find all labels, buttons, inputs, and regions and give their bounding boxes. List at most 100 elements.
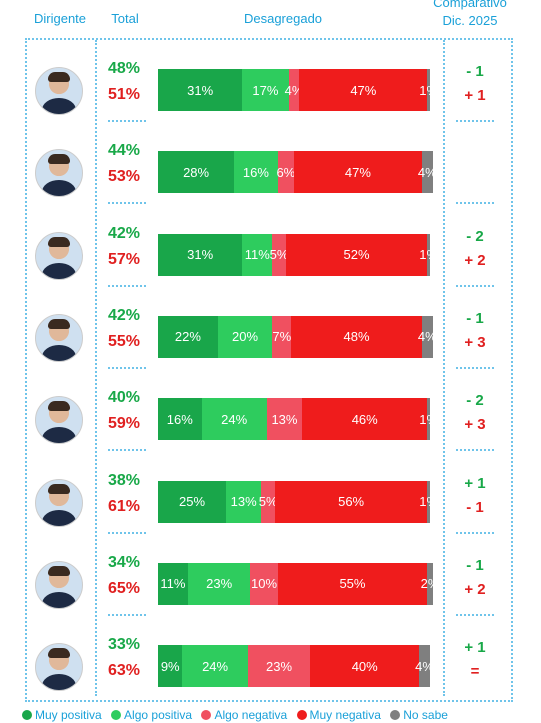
avatar-hair bbox=[48, 72, 70, 82]
bar-segment-algo-negativa: 23% bbox=[247, 645, 311, 688]
avatar-body bbox=[42, 427, 76, 444]
legend-label-no-sabe: No sabe bbox=[403, 708, 448, 722]
total-positive-7: 34% bbox=[108, 553, 141, 571]
data-label: 47% bbox=[344, 164, 371, 180]
data-label: 56% bbox=[338, 494, 365, 509]
legend-item-algo-positiva: Algo positiva bbox=[111, 708, 192, 722]
bar-segment-muy-negativa: 47% bbox=[294, 151, 422, 194]
data-label: 10% bbox=[251, 576, 278, 592]
data-label: 40% bbox=[351, 658, 378, 674]
data-label: 16% bbox=[242, 164, 269, 180]
total-positive-3: 42% bbox=[108, 224, 141, 242]
data-label: 11% bbox=[244, 247, 270, 263]
data-label: 7% bbox=[272, 329, 292, 345]
divider-left bbox=[95, 40, 97, 696]
row-separator bbox=[108, 202, 146, 205]
bar-segment-muy-positiva: 11% bbox=[158, 562, 188, 605]
bar-segment-algo-positiva: 23% bbox=[187, 562, 251, 605]
avatar-hair bbox=[48, 483, 70, 494]
data-label: 17% bbox=[252, 82, 279, 98]
bar-segment-algo-negativa: 13% bbox=[266, 398, 303, 441]
header-dirigente: Dirigente bbox=[33, 11, 87, 26]
avatar-hair bbox=[48, 648, 70, 659]
bar-segment-muy-positiva: 25% bbox=[158, 480, 226, 523]
stacked-bar-7: 11% 23% 10% 55% 2% bbox=[158, 562, 439, 605]
avatar-body bbox=[42, 674, 76, 691]
legend-item-muy-positiva: Muy positiva bbox=[22, 708, 102, 722]
comparativo-positive-1: - 1 bbox=[466, 63, 484, 80]
avatar-body bbox=[42, 591, 76, 608]
legend-item-muy-negativa: Muy negativa bbox=[296, 708, 381, 722]
total-negative-7: 65% bbox=[108, 579, 141, 597]
bar-segment-muy-negativa: 55% bbox=[277, 562, 428, 605]
bar-segment-algo-negativa: 6% bbox=[276, 151, 295, 194]
bar-segment-muy-negativa: 48% bbox=[291, 315, 422, 358]
avatar-8 bbox=[35, 643, 83, 692]
chart-legend: Muy positiva Algo positiva Algo negativa… bbox=[22, 708, 454, 723]
bar-segment-algo-positiva: 20% bbox=[217, 315, 273, 358]
bar-segment-muy-negativa: 46% bbox=[302, 398, 428, 441]
comparativo-positive-4: - 1 bbox=[466, 309, 484, 327]
stacked-bar-3: 31% 11% 5% 52% 1% bbox=[158, 233, 438, 276]
comparativo-separator bbox=[456, 449, 494, 452]
avatar-hair bbox=[48, 565, 70, 576]
legend-label-muy-positiva: Muy positiva bbox=[35, 708, 102, 722]
comparativo-positive-5: - 2 bbox=[466, 392, 484, 410]
data-label: 20% bbox=[232, 329, 259, 345]
bar-segment-muy-positiva: 9% bbox=[158, 645, 183, 688]
avatar-6 bbox=[35, 478, 83, 527]
bar-segment-no-sabe: 4% bbox=[415, 645, 434, 688]
bar-segment-no-sabe: 4% bbox=[418, 151, 437, 194]
bar-segment-no-sabe: 1% bbox=[419, 480, 438, 523]
data-label: 52% bbox=[343, 247, 370, 263]
avatar-body bbox=[42, 98, 76, 114]
data-label: 1% bbox=[419, 494, 439, 509]
bar-segment-algo-negativa: 4% bbox=[285, 69, 303, 111]
comparativo-separator bbox=[456, 613, 494, 616]
data-label: 31% bbox=[187, 247, 214, 263]
bar-segment-muy-negativa: 56% bbox=[274, 480, 428, 523]
legend-label-muy-negativa: Muy negativa bbox=[309, 708, 381, 722]
bar-segment-no-sabe: 1% bbox=[419, 233, 438, 276]
bar-segment-algo-positiva: 17% bbox=[242, 69, 289, 111]
legend-swatch-algo-negativa bbox=[201, 710, 212, 720]
comparativo-negative-5: + 3 bbox=[464, 416, 486, 434]
total-negative-2: 53% bbox=[108, 168, 141, 186]
total-negative-6: 61% bbox=[108, 497, 141, 515]
header-comparativo: Comparativo bbox=[433, 0, 507, 10]
row-separator bbox=[108, 449, 146, 452]
data-label: 13% bbox=[230, 494, 257, 509]
bar-segment-algo-positiva: 13% bbox=[226, 480, 262, 523]
legend-label-algo-negativa: Algo negativa bbox=[214, 708, 288, 722]
stacked-bar-5: 16% 24% 13% 46% 1% bbox=[158, 398, 438, 441]
total-positive-6: 38% bbox=[108, 471, 141, 489]
legend-swatch-no-sabe bbox=[390, 710, 401, 720]
comparativo-negative-6: - 1 bbox=[466, 498, 484, 516]
bar-segment-algo-negativa: 10% bbox=[250, 562, 278, 605]
data-label: 1% bbox=[419, 411, 439, 427]
total-negative-1: 51% bbox=[108, 86, 141, 103]
data-label: 1% bbox=[419, 82, 439, 98]
row-separator bbox=[108, 284, 146, 287]
bar-segment-algo-positiva: 24% bbox=[182, 645, 248, 688]
bar-segment-algo-positiva: 24% bbox=[201, 398, 267, 441]
bar-segment-algo-negativa: 5% bbox=[270, 233, 288, 276]
comparativo-positive-3: - 2 bbox=[466, 227, 484, 245]
legend-swatch-muy-positiva bbox=[22, 710, 32, 720]
avatar-hair bbox=[48, 154, 70, 165]
avatar-hair bbox=[48, 236, 70, 247]
data-label: 31% bbox=[187, 82, 214, 98]
avatar-body bbox=[42, 344, 76, 361]
data-label: 23% bbox=[206, 576, 233, 592]
total-positive-4: 42% bbox=[108, 306, 141, 324]
total-negative-3: 57% bbox=[108, 250, 141, 268]
row-separator bbox=[108, 366, 146, 369]
bar-segment-algo-positiva: 11% bbox=[242, 233, 273, 276]
bar-segment-no-sabe: 1% bbox=[419, 69, 438, 111]
bar-segment-no-sabe: 2% bbox=[421, 562, 439, 605]
comparativo-negative-1: + 1 bbox=[464, 87, 486, 104]
data-label: 4% bbox=[417, 329, 437, 345]
row-separator bbox=[108, 120, 146, 122]
total-positive-8: 33% bbox=[108, 636, 141, 654]
header-desagregado: Desagregado bbox=[243, 11, 323, 26]
